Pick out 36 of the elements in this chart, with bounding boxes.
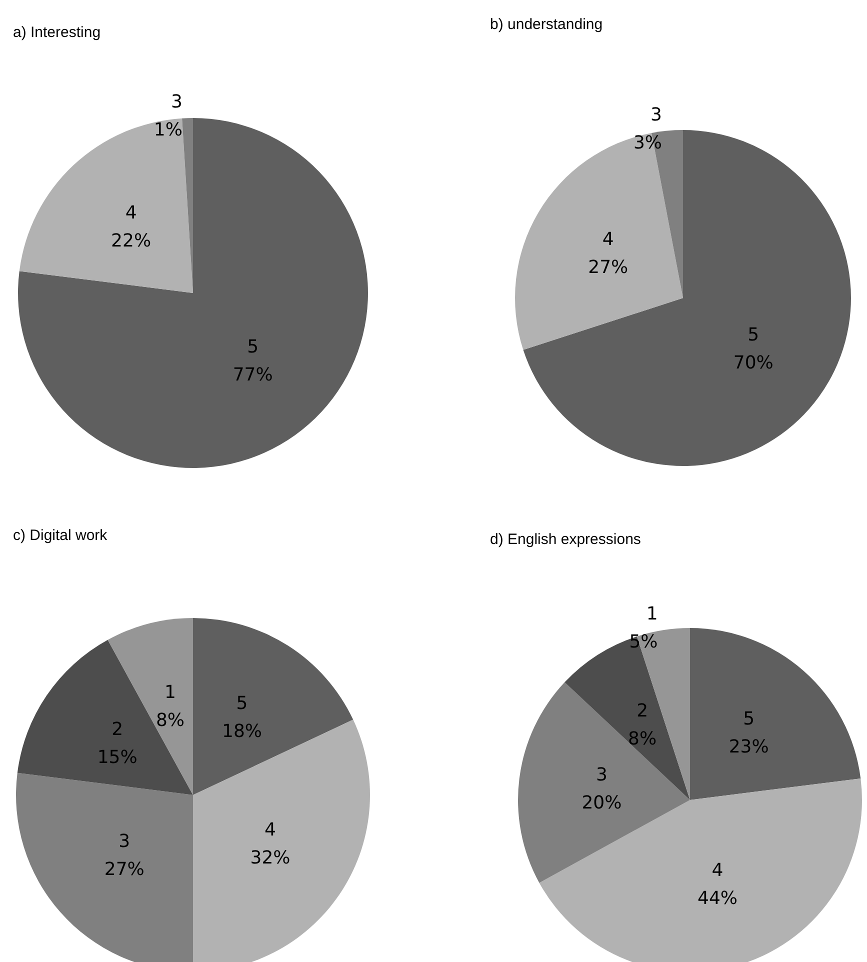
slice-label: 3 bbox=[650, 104, 662, 126]
data-label: 1% bbox=[154, 120, 182, 141]
slice-label: 4 bbox=[712, 860, 724, 882]
data-label: 27% bbox=[588, 257, 628, 278]
chart-title: d) English expressions bbox=[490, 531, 641, 548]
chart-title: a) Interesting bbox=[13, 24, 101, 41]
data-label: 3% bbox=[633, 132, 662, 154]
data-label: 77% bbox=[232, 364, 273, 386]
data-label: 32% bbox=[250, 848, 290, 869]
data-label: 20% bbox=[582, 792, 622, 814]
data-label: 8% bbox=[628, 728, 657, 750]
slice-label: 5 bbox=[743, 708, 755, 730]
data-label: 18% bbox=[222, 721, 262, 742]
data-label: 22% bbox=[111, 230, 152, 252]
data-label: 8% bbox=[156, 710, 185, 731]
slice-label: 3 bbox=[118, 831, 130, 852]
data-label: 70% bbox=[733, 352, 774, 374]
slice-label: 4 bbox=[602, 229, 614, 250]
slice-label: 1 bbox=[646, 604, 658, 625]
chart-title: c) Digital work bbox=[13, 527, 108, 544]
slice-label: 5 bbox=[236, 693, 248, 714]
slice-label: 5 bbox=[748, 324, 760, 346]
slice-label: 4 bbox=[264, 820, 276, 841]
slice-label: 3 bbox=[596, 764, 608, 786]
data-label: 15% bbox=[97, 747, 138, 768]
slice-label: 2 bbox=[112, 719, 124, 740]
data-label: 44% bbox=[697, 888, 738, 910]
data-label: 23% bbox=[728, 736, 769, 758]
slice-label: 1 bbox=[164, 682, 176, 703]
data-label: 27% bbox=[104, 859, 144, 880]
chart-title: b) understanding bbox=[490, 16, 603, 33]
data-label: 5% bbox=[629, 632, 658, 653]
slice-label: 5 bbox=[247, 336, 259, 358]
slice-label: 2 bbox=[636, 700, 648, 722]
slice-label: 4 bbox=[125, 202, 137, 224]
slice-label: 3 bbox=[170, 92, 182, 113]
